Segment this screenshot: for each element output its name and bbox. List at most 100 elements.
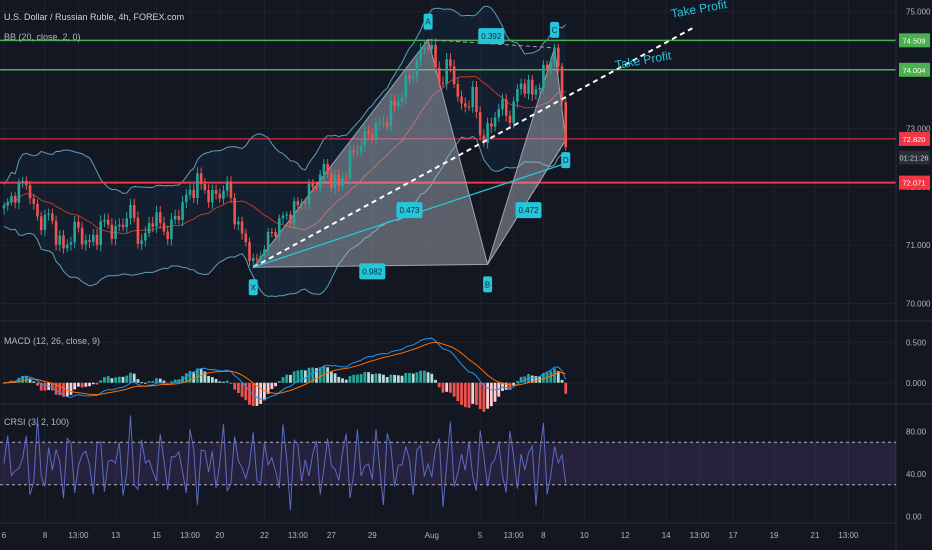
macd-bar	[553, 368, 556, 383]
time-axis[interactable]: 6 8 13:00 13 15 13:00 20 22 13:00 27 29 Aug 5 13:00 8 1…	[0, 522, 896, 540]
macd-axis-tick: 0.000	[906, 379, 927, 388]
bb-indicator-label[interactable]: BB (20, close, 2, 0)	[4, 32, 81, 42]
candle-body	[337, 174, 341, 186]
macd-bar	[188, 371, 192, 383]
macd-bar	[482, 382, 486, 412]
candle-body	[244, 233, 248, 243]
macd-bar	[2, 382, 6, 384]
candle-body	[233, 197, 236, 225]
candles	[2, 38, 568, 268]
pattern-point-label: C	[552, 26, 558, 35]
candle-body	[158, 212, 162, 223]
symbol-title[interactable]: U.S. Dollar / Russian Ruble, 4h, FOREX.c…	[4, 12, 184, 22]
price-badge-label: 72.071	[903, 179, 926, 188]
macd-bar	[564, 382, 568, 394]
macd-bar	[363, 371, 367, 383]
candle-body	[378, 122, 382, 124]
candle-body	[363, 131, 367, 146]
time-axis-tick: 13	[111, 531, 120, 540]
crsi-pane[interactable]	[0, 415, 896, 511]
macd-bar	[512, 382, 516, 386]
horizontal-levels[interactable]	[0, 39, 896, 184]
candle-body	[292, 201, 296, 224]
xabcd-pattern[interactable]	[252, 38, 567, 268]
candle-body	[73, 221, 76, 243]
candle-body	[553, 47, 556, 62]
macd-bar	[177, 379, 181, 383]
candle-body	[341, 178, 344, 186]
candle-body	[560, 66, 564, 103]
macd-bar	[196, 368, 199, 383]
price-grid	[0, 0, 896, 522]
macd-bar	[504, 382, 508, 390]
candle-body	[125, 218, 129, 228]
candle-body	[415, 60, 419, 77]
candle-body	[237, 221, 240, 225]
macd-bar	[151, 380, 155, 383]
crsi-axis-tick: 0.00	[906, 513, 922, 522]
candle-body	[352, 150, 355, 153]
macd-bar	[463, 382, 467, 408]
candle-body	[51, 213, 54, 221]
candle-body	[39, 216, 43, 231]
macd-bar	[382, 374, 385, 383]
pattern-point-label: D	[563, 156, 569, 165]
candle-body	[374, 123, 378, 140]
macd-bar	[400, 375, 404, 383]
macd-bar	[263, 382, 266, 401]
crsi-axis[interactable]: 80.00 40.00 0.00	[906, 428, 927, 522]
candle-body	[181, 202, 184, 221]
candle-body	[304, 202, 307, 205]
candle-body	[322, 163, 326, 175]
pattern-point-label: A	[425, 18, 431, 27]
macd-bar	[556, 371, 560, 383]
candle-body	[408, 75, 411, 79]
candle-body	[311, 183, 315, 187]
macd-axis[interactable]: 0.500 0.000	[906, 338, 927, 388]
candle-body	[527, 79, 530, 94]
candle-body	[549, 61, 553, 71]
candle-body	[103, 219, 106, 222]
macd-bar	[534, 376, 538, 383]
pattern-ratio-label: 0.982	[362, 267, 383, 276]
macd-bar	[233, 382, 237, 390]
macd-bar	[73, 382, 77, 390]
macd-bar	[277, 381, 281, 383]
price-badges: 74.509 74.004 72.820 01:21:26 72.071	[899, 33, 930, 190]
price-badge	[899, 62, 930, 77]
candle-body	[445, 59, 448, 84]
macd-bar	[367, 372, 370, 383]
candle-body	[170, 219, 173, 240]
candle-body	[467, 106, 471, 108]
macd-bar	[289, 374, 292, 383]
price-axis-tick: 71.000	[906, 241, 931, 250]
time-axis-tick: 13:00	[68, 531, 89, 540]
time-axis-tick: 20	[215, 531, 224, 540]
candle-body	[248, 242, 251, 261]
bb-lower	[3, 135, 567, 298]
macd-indicator-label[interactable]: MACD (12, 26, close, 9)	[4, 336, 100, 346]
macd-bar	[170, 381, 173, 383]
macd-bar	[475, 382, 478, 405]
candle-body	[501, 99, 504, 110]
candle-body	[129, 205, 132, 219]
macd-bar	[489, 382, 493, 407]
macd-bar	[166, 382, 170, 384]
candle-body	[307, 183, 311, 205]
candle-body	[43, 214, 47, 231]
macd-bar	[530, 375, 534, 383]
candle-body	[121, 224, 125, 228]
macd-lines	[3, 337, 567, 401]
macd-bar	[125, 375, 129, 383]
candle-body	[151, 223, 155, 227]
macd-bar	[103, 377, 106, 383]
macd-pane[interactable]	[0, 337, 896, 412]
crsi-indicator-label[interactable]: CRSI (3, 2, 100)	[4, 417, 69, 427]
candle-body	[370, 134, 374, 140]
time-axis-tick: 10	[580, 531, 589, 540]
macd-bar	[315, 368, 318, 383]
macd-bar	[229, 382, 233, 384]
candle-body	[534, 89, 538, 95]
